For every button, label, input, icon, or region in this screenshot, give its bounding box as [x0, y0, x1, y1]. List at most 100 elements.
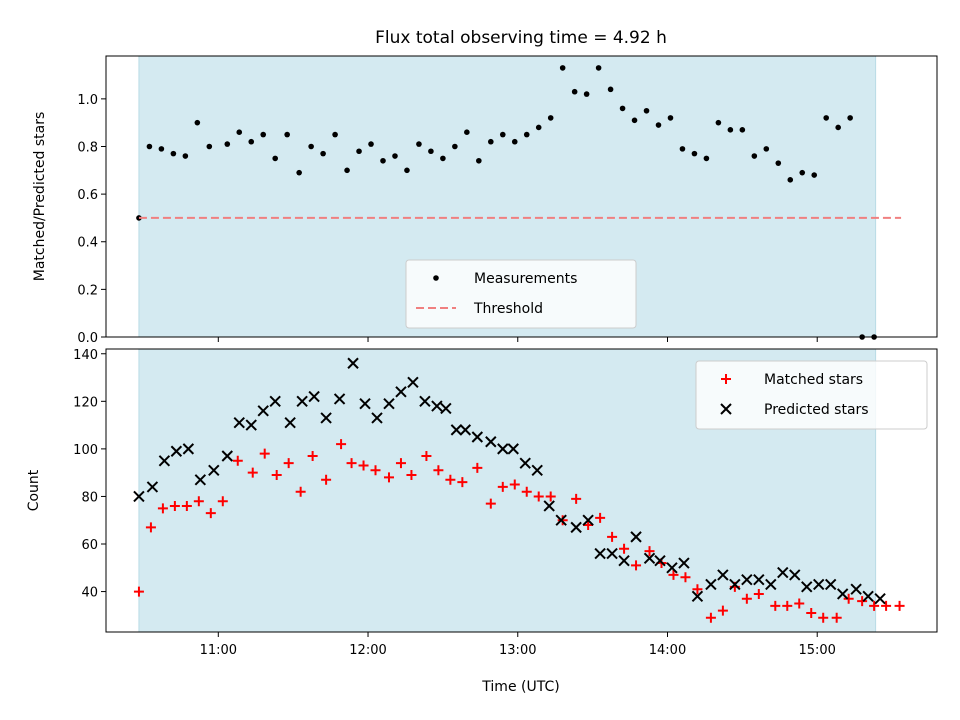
predicted-point [296, 395, 308, 408]
measurement-point [847, 115, 853, 121]
measurement-point [811, 172, 818, 178]
matched-point [295, 486, 306, 497]
measurement-point [679, 146, 686, 152]
x-tick-label: 12:00 [349, 643, 386, 658]
predicted-point [753, 573, 765, 586]
y-tick-label: 0.8 [77, 140, 98, 155]
matched-point [843, 593, 854, 604]
predicted-point [606, 547, 618, 560]
matched-point [181, 500, 192, 511]
matched-point [668, 569, 679, 580]
predicted-point [824, 578, 837, 591]
predicted-point [269, 395, 281, 408]
predicted-point [440, 402, 452, 415]
predicted-point [570, 521, 582, 534]
measurement-point [236, 129, 243, 136]
measurement-point [224, 141, 231, 147]
measurement-point [775, 160, 782, 166]
measurement-point [476, 157, 482, 164]
matched-point [894, 600, 905, 611]
matched-point [794, 598, 805, 609]
predicted-point [182, 443, 195, 455]
measurement-point [344, 167, 350, 174]
matched-point [321, 474, 332, 485]
matched-point [346, 458, 357, 469]
matched-point [472, 462, 483, 473]
measurement-point [332, 131, 338, 138]
legend-label: Measurements [474, 271, 577, 287]
measurement-point [404, 167, 410, 174]
measurement-point [440, 155, 446, 162]
predicted-point [850, 583, 862, 595]
matched-point [806, 607, 817, 618]
measurement-point [308, 143, 314, 150]
matched-point [782, 600, 793, 611]
predicted-point [555, 514, 567, 526]
matched-point [818, 612, 829, 623]
measurement-point [416, 141, 422, 147]
measurement-point [643, 107, 650, 114]
matched-point [741, 593, 752, 604]
matched-point [283, 458, 294, 469]
predicted-point [666, 562, 678, 574]
predicted-point [233, 417, 245, 429]
y-tick-label: 1.0 [77, 93, 98, 108]
measurement-point [751, 153, 758, 159]
matched-point [271, 470, 282, 481]
matched-point [406, 470, 417, 481]
y-tick-label: 140 [73, 348, 98, 363]
predicted-point [419, 395, 431, 408]
y-tick-label: 120 [73, 395, 98, 410]
measurement-point [146, 143, 153, 150]
matched-point [358, 460, 369, 471]
predicted-point [630, 531, 642, 543]
matched-point [232, 455, 243, 466]
matched-point [433, 465, 444, 476]
matched-point [497, 481, 508, 492]
y-tick-label: 0.2 [77, 283, 98, 298]
predicted-point [618, 554, 630, 567]
predicted-point [320, 412, 332, 424]
measurement-point [547, 115, 554, 121]
predicted-point [333, 393, 346, 405]
chart-title: Flux total observing time = 4.92 h [375, 28, 667, 48]
matched-point [557, 515, 568, 526]
predicted-point [691, 590, 704, 603]
legend-swatch [720, 403, 732, 415]
predicted-point [245, 419, 257, 431]
matched-point [336, 439, 347, 450]
legend-label: Matched stars [764, 372, 863, 388]
measurement-point [499, 131, 506, 138]
measurement-point [583, 91, 590, 97]
measurement-point [787, 177, 794, 183]
matched-point [157, 503, 168, 514]
measurement-point [511, 138, 518, 145]
predicted-point [874, 592, 886, 605]
matched-point [644, 546, 655, 557]
matched-point [521, 486, 532, 497]
measurement-point [571, 88, 578, 95]
predicted-point [705, 578, 717, 591]
predicted-point [359, 397, 371, 410]
predicted-point [801, 581, 813, 593]
predicted-point [395, 386, 407, 398]
predicted-point [431, 400, 443, 412]
predicted-point [582, 514, 594, 526]
x-tick-label: 13:00 [499, 643, 536, 658]
matched-point [247, 467, 258, 478]
matched-point [571, 493, 582, 504]
y-axis-label: Matched/Predicted stars [32, 112, 48, 282]
predicted-point [459, 424, 472, 436]
ratio-panel: 0.0 0.2 0.4 0.6 0.8 1.0 Matched/Predicted star… [32, 55, 938, 346]
predicted-point [347, 357, 359, 369]
predicted-point [813, 578, 825, 591]
measurement-point [272, 155, 278, 162]
measurement-point [368, 141, 374, 147]
measurement-point [535, 124, 542, 131]
predicted-point [717, 569, 729, 581]
measurement-point [655, 122, 662, 128]
measurement-point [356, 148, 362, 155]
predicted-point [678, 557, 690, 569]
predicted-point [407, 376, 419, 389]
